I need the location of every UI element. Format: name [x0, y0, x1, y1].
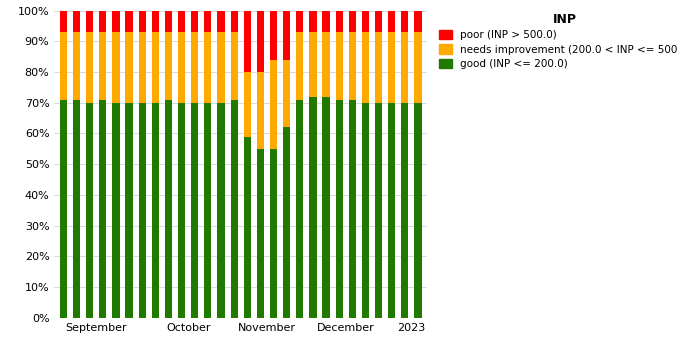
Bar: [388, 103, 395, 318]
Bar: [414, 103, 422, 318]
Bar: [165, 11, 172, 32]
Bar: [165, 32, 172, 100]
Bar: [270, 149, 277, 318]
Bar: [204, 32, 212, 103]
Bar: [231, 100, 238, 318]
Bar: [204, 11, 212, 32]
Bar: [178, 103, 185, 318]
Bar: [73, 32, 80, 100]
Bar: [414, 11, 422, 32]
Bar: [362, 103, 369, 318]
Bar: [375, 11, 382, 32]
Bar: [309, 97, 317, 318]
Bar: [218, 103, 224, 318]
Bar: [243, 11, 251, 72]
Bar: [323, 11, 330, 32]
Bar: [125, 32, 133, 103]
Legend: poor (INP > 500.0), needs improvement (200.0 < INP <= 500.0), good (INP <= 200.0: poor (INP > 500.0), needs improvement (2…: [436, 10, 678, 72]
Bar: [388, 32, 395, 103]
Bar: [178, 32, 185, 103]
Bar: [60, 32, 67, 100]
Bar: [362, 32, 369, 103]
Bar: [362, 11, 369, 32]
Bar: [375, 32, 382, 103]
Bar: [414, 32, 422, 103]
Bar: [165, 100, 172, 318]
Bar: [86, 103, 94, 318]
Bar: [138, 11, 146, 32]
Bar: [309, 11, 317, 32]
Bar: [257, 72, 264, 149]
Bar: [348, 11, 356, 32]
Bar: [231, 11, 238, 32]
Bar: [336, 32, 343, 100]
Bar: [388, 11, 395, 32]
Bar: [138, 32, 146, 103]
Bar: [243, 72, 251, 137]
Bar: [86, 11, 94, 32]
Bar: [113, 103, 119, 318]
Bar: [60, 11, 67, 32]
Bar: [401, 103, 408, 318]
Bar: [73, 11, 80, 32]
Bar: [178, 11, 185, 32]
Bar: [348, 100, 356, 318]
Bar: [375, 103, 382, 318]
Bar: [152, 11, 159, 32]
Bar: [336, 11, 343, 32]
Bar: [60, 100, 67, 318]
Bar: [204, 103, 212, 318]
Bar: [283, 11, 290, 60]
Bar: [152, 103, 159, 318]
Bar: [191, 11, 199, 32]
Bar: [270, 11, 277, 60]
Bar: [243, 137, 251, 318]
Bar: [323, 97, 330, 318]
Bar: [296, 32, 303, 100]
Bar: [323, 32, 330, 97]
Bar: [218, 11, 224, 32]
Bar: [401, 32, 408, 103]
Bar: [218, 32, 224, 103]
Bar: [296, 11, 303, 32]
Bar: [152, 32, 159, 103]
Bar: [231, 32, 238, 100]
Bar: [283, 127, 290, 318]
Bar: [113, 11, 119, 32]
Bar: [73, 100, 80, 318]
Bar: [270, 60, 277, 149]
Bar: [348, 32, 356, 100]
Bar: [86, 32, 94, 103]
Bar: [336, 100, 343, 318]
Bar: [283, 60, 290, 127]
Bar: [125, 11, 133, 32]
Bar: [309, 32, 317, 97]
Bar: [99, 11, 106, 32]
Bar: [191, 103, 199, 318]
Bar: [113, 32, 119, 103]
Bar: [401, 11, 408, 32]
Bar: [99, 100, 106, 318]
Bar: [257, 11, 264, 72]
Bar: [99, 32, 106, 100]
Bar: [191, 32, 199, 103]
Bar: [296, 100, 303, 318]
Bar: [257, 149, 264, 318]
Bar: [125, 103, 133, 318]
Bar: [138, 103, 146, 318]
